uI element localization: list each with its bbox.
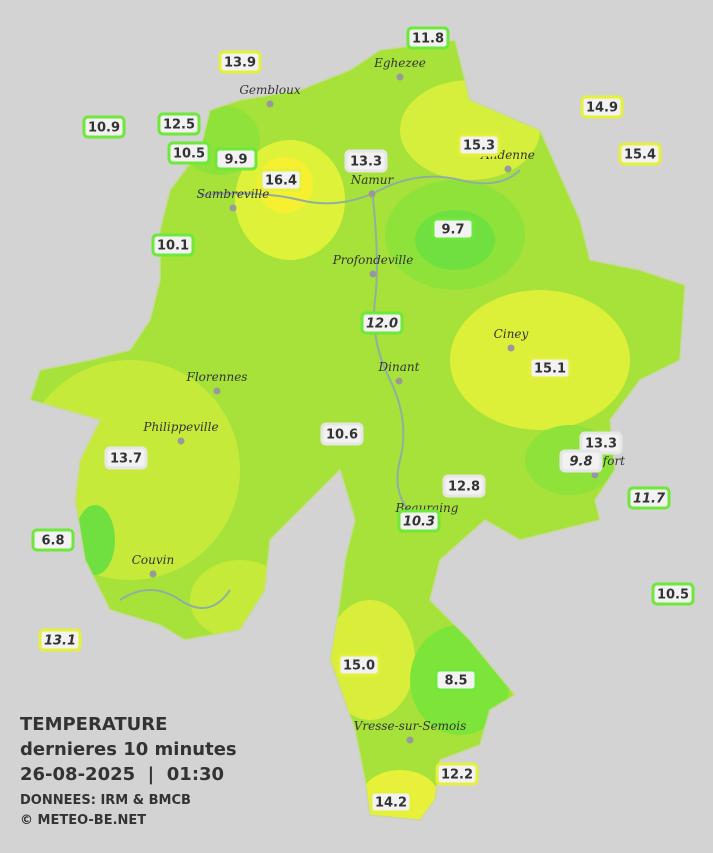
copyright: © METEO-BE.NET [20, 813, 146, 828]
station-value: 10.1 [157, 239, 189, 254]
city-label: Couvin [132, 553, 174, 567]
city-label: Vresse-sur-Semois [354, 719, 467, 733]
station-box [31, 528, 75, 552]
legend-text: TEMPERATURE dernieres 10 minutes 26-08-2… [20, 714, 237, 828]
station-value: 11.8 [412, 32, 444, 47]
station-value: 14.9 [586, 101, 618, 116]
station-box [651, 582, 695, 606]
station-box [82, 115, 126, 139]
station-box [218, 50, 262, 74]
city-dot [213, 387, 221, 395]
station-value: 13.9 [224, 56, 256, 71]
station-box [320, 422, 364, 446]
station-box [559, 449, 603, 473]
station-value: 6.8 [41, 534, 64, 549]
date: 26-08-2025 | 01:30 [20, 764, 224, 785]
city-dot [395, 377, 403, 385]
station-value: 8.5 [444, 674, 467, 689]
station-box [435, 762, 479, 786]
station-value: 15.1 [534, 362, 566, 377]
station-value: 11.7 [633, 492, 666, 507]
title: TEMPERATURE [20, 714, 167, 735]
city-dot [504, 165, 512, 173]
station-box [618, 142, 662, 166]
station-value: 13.1 [44, 634, 76, 649]
station-box [457, 133, 501, 157]
station-value: 15.3 [463, 139, 495, 154]
station-box [442, 474, 486, 498]
station-value: 15.4 [624, 148, 656, 163]
city-label: Philippeville [142, 420, 218, 434]
station-box [167, 141, 211, 165]
station-box [434, 668, 478, 692]
station-box [580, 95, 624, 119]
station-box [157, 112, 201, 136]
city-dot [368, 190, 376, 198]
station-box [259, 168, 303, 192]
station-value: 9.8 [569, 455, 592, 470]
station-value: 9.7 [441, 223, 464, 238]
station-box [397, 509, 441, 533]
station-value: 12.0 [366, 317, 398, 332]
station-box [337, 653, 381, 677]
city-dot [177, 437, 185, 445]
station-value: 16.4 [265, 174, 297, 189]
station-box [344, 149, 388, 173]
city-label: Gembloux [239, 83, 301, 97]
city-dot [229, 204, 237, 212]
city-dot [149, 570, 157, 578]
stations: 11.8 13.9 14.9 10.9 12.5 15.3 10.5 9.9 15.4 13.3 1… [31, 26, 695, 814]
city-label: Sambreville [197, 187, 270, 201]
station-box [528, 356, 572, 380]
station-value: 13.3 [585, 437, 617, 452]
station-value: 12.5 [163, 118, 195, 133]
station-box [431, 217, 475, 241]
station-value: 14.2 [375, 796, 407, 811]
station-value: 10.3 [403, 515, 435, 530]
source: DONNEES: IRM & BMCB [20, 793, 191, 808]
city-label: Ciney [494, 327, 529, 341]
station-box [151, 233, 195, 257]
city-label: Eghezee [373, 56, 426, 70]
city-dot [507, 344, 515, 352]
city-dot [369, 270, 377, 278]
station-box [38, 628, 82, 652]
city-label: Dinant [378, 360, 420, 374]
station-value: 12.8 [448, 480, 480, 495]
city-dot [591, 471, 599, 479]
city-dot [406, 736, 414, 744]
city-dot [266, 100, 274, 108]
station-value: 10.5 [173, 147, 205, 162]
subtitle: dernieres 10 minutes [20, 739, 237, 760]
station-box [627, 486, 671, 510]
station-box [406, 26, 450, 50]
station-value: 10.9 [88, 121, 120, 136]
station-box [369, 790, 413, 814]
city-label: Florennes [186, 370, 248, 384]
station-box [214, 147, 258, 171]
station-value: 10.6 [326, 428, 358, 443]
station-value: 15.0 [343, 659, 375, 674]
city-dot [396, 73, 404, 81]
station-box [104, 446, 148, 470]
station-value: 9.9 [224, 153, 247, 168]
city-label: Profondeville [332, 253, 414, 267]
station-box [360, 311, 404, 335]
city-label: Namur [350, 173, 395, 187]
station-value: 12.2 [441, 768, 473, 783]
station-value: 13.3 [350, 155, 382, 170]
station-value: 13.7 [110, 452, 142, 467]
station-value: 10.5 [657, 588, 689, 603]
